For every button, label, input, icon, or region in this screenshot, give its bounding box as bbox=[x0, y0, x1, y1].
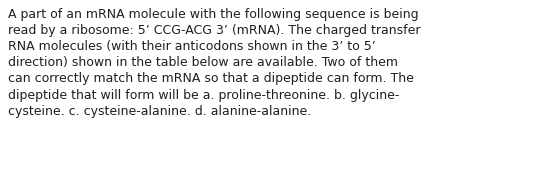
Text: A part of an mRNA molecule with the following sequence is being: A part of an mRNA molecule with the foll… bbox=[8, 8, 419, 20]
Text: read by a ribosome: 5’ CCG-ACG 3’ (mRNA). The charged transfer: read by a ribosome: 5’ CCG-ACG 3’ (mRNA)… bbox=[8, 24, 421, 37]
Text: RNA molecules (with their anticodons shown in the 3’ to 5’: RNA molecules (with their anticodons sho… bbox=[8, 40, 376, 53]
Text: dipeptide that will form will be a. proline-threonine. b. glycine-: dipeptide that will form will be a. prol… bbox=[8, 89, 400, 102]
Text: cysteine. c. cysteine-alanine. d. alanine-alanine.: cysteine. c. cysteine-alanine. d. alanin… bbox=[8, 105, 311, 118]
Text: direction) shown in the table below are available. Two of them: direction) shown in the table below are … bbox=[8, 56, 398, 69]
Text: can correctly match the mRNA so that a dipeptide can form. The: can correctly match the mRNA so that a d… bbox=[8, 72, 414, 85]
